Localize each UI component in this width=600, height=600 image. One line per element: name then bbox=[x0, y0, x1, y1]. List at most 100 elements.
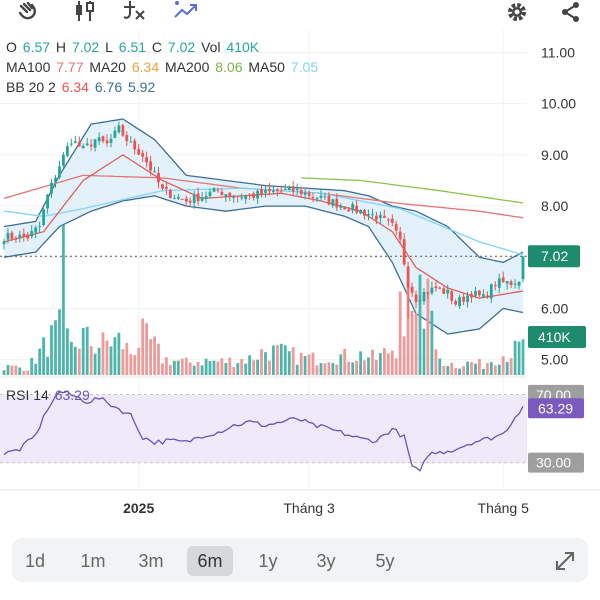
candle-body bbox=[295, 188, 299, 191]
volume-bar bbox=[272, 345, 275, 375]
volume-bar bbox=[66, 328, 69, 375]
ma100-label: MA100 bbox=[6, 59, 51, 75]
candle-body bbox=[42, 209, 45, 225]
volume-bar bbox=[157, 343, 160, 375]
candle-body bbox=[513, 283, 517, 285]
candlestick-icon[interactable] bbox=[70, 0, 100, 24]
volume-bar bbox=[383, 348, 386, 375]
volume-bar bbox=[10, 365, 14, 375]
candle-body bbox=[2, 241, 6, 244]
timeframe-6m[interactable]: 6m bbox=[187, 546, 233, 576]
volume-bar bbox=[390, 350, 394, 375]
timeframe-1y[interactable]: 1y bbox=[258, 550, 278, 571]
candle-body bbox=[450, 291, 454, 301]
candle-body bbox=[200, 197, 204, 201]
candle-body bbox=[386, 219, 390, 221]
timeframe-3y[interactable]: 3y bbox=[316, 550, 336, 571]
volume-bar bbox=[50, 325, 53, 375]
candle-body bbox=[303, 192, 307, 195]
volume-bar bbox=[438, 358, 442, 375]
candle-body bbox=[46, 194, 49, 209]
rsi-value: 63.29 bbox=[54, 387, 90, 403]
volume-bar bbox=[291, 347, 295, 375]
volume-bar bbox=[161, 363, 164, 375]
candle-body bbox=[311, 197, 315, 198]
volume-bar bbox=[331, 363, 335, 375]
expand-icon[interactable] bbox=[550, 546, 580, 576]
ma100-value: 7.77 bbox=[56, 59, 84, 75]
volume-bar bbox=[192, 365, 196, 375]
volume-bar bbox=[264, 352, 267, 375]
candle-body bbox=[70, 143, 73, 145]
volume-bar bbox=[54, 320, 57, 375]
candle-body bbox=[430, 287, 434, 294]
candle-body bbox=[434, 286, 438, 289]
candle-body bbox=[264, 189, 267, 193]
candle-body bbox=[73, 141, 77, 143]
timeframe-3m[interactable]: 3m bbox=[138, 550, 164, 571]
candle-body bbox=[244, 195, 248, 200]
volume-bar bbox=[200, 365, 204, 375]
volume-bar bbox=[410, 310, 414, 375]
candle-body bbox=[517, 281, 521, 286]
timeframe-1m[interactable]: 1m bbox=[80, 550, 106, 571]
volume-bar bbox=[486, 363, 489, 375]
candle-body bbox=[272, 190, 275, 193]
timeframe-1d[interactable]: 1d bbox=[24, 550, 46, 571]
hand-icon[interactable] bbox=[14, 0, 44, 24]
ma50-line bbox=[3, 187, 524, 256]
chart-toolbar bbox=[0, 0, 600, 30]
candle-body bbox=[66, 146, 69, 156]
candle-body bbox=[426, 292, 430, 294]
settings-icon[interactable] bbox=[502, 0, 532, 24]
volume-bar bbox=[256, 359, 259, 375]
ma200-line bbox=[301, 177, 524, 204]
volume-bar bbox=[85, 326, 89, 375]
volume-bar bbox=[434, 349, 438, 375]
time-axis-label: 2025 bbox=[123, 500, 154, 516]
rsi-legend: RSI 14 63.29 bbox=[6, 386, 92, 404]
candle-body bbox=[521, 256, 525, 280]
candle-body bbox=[446, 289, 450, 294]
time-axis-label: Tháng 3 bbox=[283, 500, 335, 516]
volume-bar bbox=[430, 310, 434, 375]
volume-bar bbox=[236, 363, 240, 375]
candle-body bbox=[232, 197, 236, 199]
volume-bar bbox=[240, 359, 244, 375]
volume-bar bbox=[311, 352, 315, 375]
candle-body bbox=[173, 197, 176, 199]
volume-bar bbox=[109, 346, 113, 375]
candle-body bbox=[224, 194, 228, 197]
candle-body bbox=[89, 144, 93, 147]
candle-body bbox=[343, 207, 347, 210]
indicator-fx-icon[interactable] bbox=[118, 0, 150, 24]
volume-bar bbox=[355, 360, 358, 375]
volume-bar bbox=[34, 363, 38, 375]
volume-bar bbox=[212, 360, 216, 375]
high-value: 7.02 bbox=[71, 39, 100, 55]
volume-bar bbox=[188, 362, 192, 375]
volume-bar bbox=[2, 370, 6, 375]
stock-chart[interactable]: 11.0010.009.008.007.006.005.007.02410K70… bbox=[0, 30, 600, 530]
volume-bar bbox=[252, 360, 255, 375]
low-label: L bbox=[105, 39, 113, 55]
volume-label: Vol bbox=[201, 39, 221, 55]
candle-body bbox=[422, 292, 426, 302]
timeframe-5y[interactable]: 5y bbox=[375, 550, 395, 571]
candle-body bbox=[180, 198, 184, 200]
candle-body bbox=[121, 125, 125, 136]
volume-bar bbox=[363, 360, 366, 375]
candle-body bbox=[105, 140, 109, 144]
bb-label: BB 20 2 bbox=[6, 79, 56, 95]
share-icon[interactable] bbox=[556, 0, 586, 24]
candle-body bbox=[149, 161, 152, 171]
candle-body bbox=[299, 190, 303, 195]
candle-body bbox=[501, 277, 505, 283]
volume-bar bbox=[287, 351, 291, 375]
volume-bar bbox=[14, 365, 18, 375]
candle-body bbox=[493, 285, 497, 287]
volume-bar bbox=[347, 361, 351, 375]
trend-draw-icon[interactable] bbox=[170, 0, 202, 24]
volume-bar bbox=[137, 347, 141, 375]
volume-bar bbox=[462, 366, 465, 375]
